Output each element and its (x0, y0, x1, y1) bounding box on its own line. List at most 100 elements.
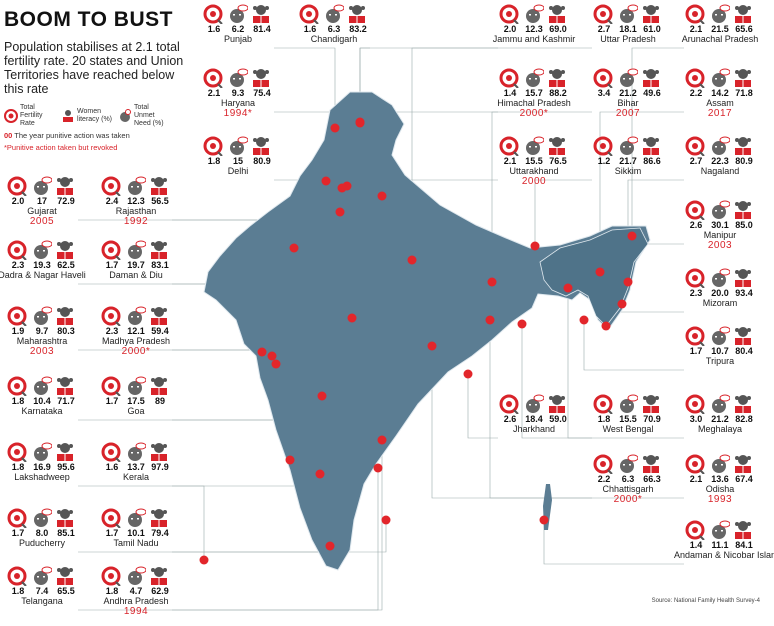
literacy-value: 88.2 (549, 88, 567, 98)
state-panel: 2.3 12.1 59.4 Madhya Pradesh 2000* (100, 306, 172, 366)
tfr-value: 1.7 (105, 528, 119, 538)
state-dot (517, 319, 527, 329)
fertility-icon (101, 176, 121, 197)
state-name: Haryana (220, 98, 256, 108)
action-year: 2000* (121, 346, 151, 357)
unmet-value: 19.7 (127, 260, 145, 270)
state-panel: 1.9 9.7 80.3 Maharashtra 2003 (6, 306, 78, 366)
literacy-value: 80.9 (735, 156, 753, 166)
state-dot (530, 241, 540, 251)
state-dot (355, 117, 365, 127)
fertility-icon (499, 68, 519, 89)
subtitle: Population stabilises at 2.1 total ferti… (4, 40, 184, 96)
state-name: Odisha (705, 484, 735, 494)
state-panel: 1.2 21.7 86.6 Sikkim (592, 136, 664, 196)
unmet-need-icon (620, 394, 639, 413)
india-outline (203, 91, 651, 571)
literacy-icon (735, 201, 751, 219)
state-name: Mizoram (702, 298, 738, 308)
literacy-value: 95.6 (57, 462, 75, 472)
literacy-value: 75.4 (253, 88, 271, 98)
unmet-need-icon (34, 442, 53, 461)
unmet-need-icon (526, 68, 545, 87)
unmet-need-icon (128, 508, 147, 527)
action-year: 2000 (521, 176, 547, 187)
tfr-value: 1.6 (303, 24, 317, 34)
literacy-icon (63, 110, 73, 122)
tfr-value: 1.8 (207, 156, 221, 166)
fertility-icon (685, 68, 705, 89)
literacy-icon (151, 443, 167, 461)
tfr-value: 1.2 (597, 156, 611, 166)
state-name: Sikkim (614, 166, 642, 176)
fertility-icon (685, 520, 705, 541)
fertility-icon (101, 508, 121, 529)
fertility-icon (593, 68, 613, 89)
unmet-need-icon (34, 306, 53, 325)
fertility-icon (203, 136, 223, 157)
state-dot (325, 541, 335, 551)
action-year: 2007 (615, 108, 641, 119)
legend-literacy: Women literacy (%) (77, 108, 113, 123)
literacy-value: 62.5 (57, 260, 75, 270)
fertility-icon (203, 4, 223, 25)
state-dot (377, 191, 387, 201)
literacy-icon (549, 5, 565, 23)
legend-revoked-note: *Punitive action taken but revoked (4, 143, 118, 152)
leader-line (567, 288, 684, 439)
fertility-icon (101, 566, 121, 587)
literacy-value: 84.1 (735, 540, 753, 550)
unmet-need-icon (34, 376, 53, 395)
tfr-value: 2.4 (105, 196, 119, 206)
state-dot (601, 321, 611, 331)
fertility-icon (685, 200, 705, 221)
literacy-value: 66.3 (643, 474, 661, 484)
literacy-value: 49.6 (643, 88, 661, 98)
state-dot (271, 359, 281, 369)
state-panel: 1.7 19.7 83.1 Daman & Diu (100, 240, 172, 300)
literacy-value: 89 (154, 396, 165, 406)
leader-line (274, 47, 336, 128)
literacy-icon (735, 137, 751, 155)
literacy-icon (151, 509, 167, 527)
unmet-need-icon (712, 4, 731, 23)
fertility-icon (299, 4, 319, 25)
unmet-need-icon (712, 68, 731, 87)
state-name: Jammu and Kashmir (492, 34, 576, 44)
state-panel: 3.4 21.2 49.6 Bihar 2007 (592, 68, 664, 128)
unmet-value: 16.9 (33, 462, 51, 472)
unmet-value: 15.5 (525, 156, 543, 166)
state-dot (347, 313, 357, 323)
state-panel: 2.7 22.3 80.9 Nagaland (684, 136, 756, 196)
legend-unmet: Total Unmet Need (%) (134, 104, 164, 127)
state-panel: 2.1 13.6 67.4 Odisha 1993 (684, 454, 756, 514)
unmet-need-icon (712, 326, 731, 345)
state-panel: 2.7 18.1 61.0 Uttar Pradesh (592, 4, 664, 64)
state-panel: 2.3 20.0 93.4 Mizoram (684, 268, 756, 328)
literacy-value: 85.0 (735, 220, 753, 230)
state-panel: 1.8 15.5 70.9 West Bengal (592, 394, 664, 454)
state-name: Lakshadweep (14, 472, 70, 482)
state-panel: 2.1 9.3 75.4 Haryana 1994* (202, 68, 274, 128)
state-dot (381, 515, 391, 525)
literacy-icon (151, 307, 167, 325)
literacy-icon (735, 521, 751, 539)
literacy-icon (151, 177, 167, 195)
unmet-value: 10.7 (711, 346, 729, 356)
state-name: Puducherry (18, 538, 66, 548)
unmet-value: 10.1 (127, 528, 145, 538)
unmet-value: 22.3 (711, 156, 729, 166)
unmet-value: 18.4 (525, 414, 543, 424)
fertility-icon (101, 442, 121, 463)
state-name: Maharashtra (16, 336, 68, 346)
state-panel: 2.2 14.2 71.8 Assam 2017 (684, 68, 756, 128)
state-dot (627, 231, 637, 241)
fertility-icon (685, 268, 705, 289)
fertility-icon (499, 136, 519, 157)
state-name: Tripura (705, 356, 735, 366)
state-panel: 1.8 15 80.9 Delhi (202, 136, 274, 196)
state-panel: 1.6 13.7 97.9 Kerala (100, 442, 172, 502)
tfr-value: 1.6 (105, 462, 119, 472)
